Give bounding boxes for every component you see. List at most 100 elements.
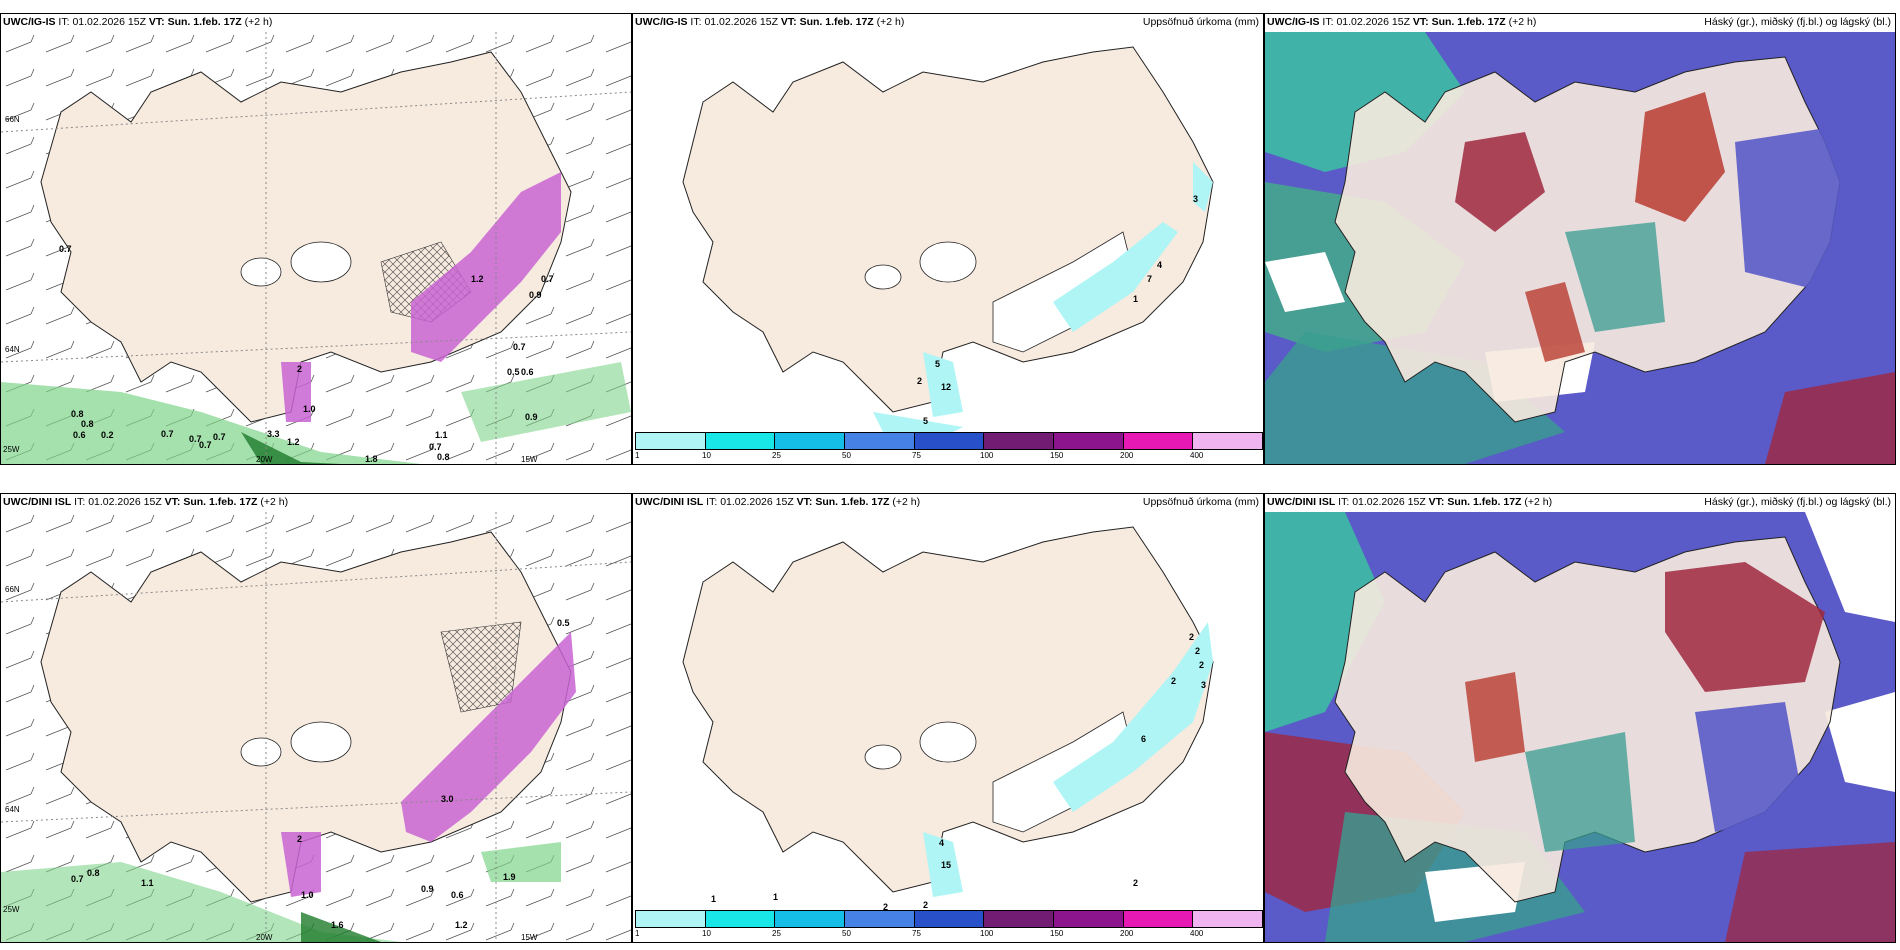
wind-value: 1.8 [365, 454, 378, 464]
wind-green-dark [241, 432, 341, 464]
lon-label: 15W [521, 455, 538, 464]
colorbar-tick: 200 [1120, 929, 1134, 938]
lon-label: 25W [3, 445, 20, 454]
high-cloud-area [1765, 372, 1895, 464]
cloud-panel-bottom: UWC/DINI ISL IT: 01.02.2026 15Z VT: Sun.… [1264, 493, 1896, 943]
precip-value: 4 [939, 838, 944, 848]
wind-value: 0.8 [71, 409, 84, 419]
lat-label: 66N [5, 115, 20, 124]
wind-value: 1.6 [331, 920, 344, 930]
colorbar-tick: 25 [772, 451, 781, 460]
precip-value: 5 [935, 359, 940, 369]
precip-area [1193, 162, 1213, 212]
glacier [919, 721, 977, 763]
precip-area [923, 832, 963, 897]
wind-value: 0.5 [507, 367, 520, 377]
high-cloud-area [1455, 132, 1545, 232]
precip-value: 2 [883, 902, 888, 910]
precip-value: 3 [1193, 194, 1198, 204]
precip-value: 15 [941, 860, 951, 870]
wind-value: 0.7 [161, 429, 174, 439]
colorbar-swatch [775, 911, 846, 927]
colorbar-tick: 50 [842, 929, 851, 938]
precip-value: 4 [1157, 260, 1162, 270]
gridline [1, 791, 631, 823]
colorbar-tick: 150 [1050, 451, 1064, 460]
wind-value: 0.7 [59, 244, 72, 254]
wind-green-area [1, 382, 421, 464]
mid-cloud-area [1265, 332, 1565, 464]
precip-value: 2 [1195, 646, 1200, 656]
panel-title: UWC/IG-IS IT: 01.02.2026 15Z VT: Sun. 1.… [3, 16, 273, 28]
cloud-map [1265, 512, 1895, 942]
colorbar-tick: 10 [702, 929, 711, 938]
lon-label: 20W [256, 933, 273, 942]
lon-label: 25W [3, 905, 20, 914]
precip-colorbar: 1 10 25 50 75 100 150 200 400 [635, 432, 1263, 462]
cloud-title: Háský (gr.), miðský (fj.bl.) og lágský (… [1704, 496, 1891, 508]
precip-value: 1 [711, 894, 716, 904]
wind-value: 1.2 [455, 920, 468, 930]
cloud-title: Háský (gr.), miðský (fj.bl.) og lágský (… [1704, 16, 1891, 28]
precip-title: Uppsöfnuð úrkoma (mm) [1142, 16, 1259, 28]
colorbar-tick: 400 [1190, 929, 1204, 938]
wind-value: 0.7 [429, 442, 442, 452]
precip-map: 2 2 2 3 2 6 4 15 1 1 2 2 2 [682, 526, 1214, 910]
wind-value: 1.0 [301, 890, 314, 900]
precip-area [873, 412, 963, 432]
precip-title: Uppsöfnuð úrkoma (mm) [1142, 496, 1259, 508]
colorbar-swatch [984, 911, 1055, 927]
colorbar-swatch [914, 433, 985, 449]
wind-value: 3.3 [267, 429, 280, 439]
colorbar-tick: 400 [1190, 451, 1204, 460]
colorbar-tick: 150 [1050, 929, 1064, 938]
colorbar-tick: 25 [772, 929, 781, 938]
precip-area [1053, 222, 1178, 332]
glacier [919, 241, 977, 283]
high-cloud-area [1635, 92, 1725, 222]
colorbar-swatch [1123, 433, 1194, 449]
lon-label: 15W [521, 933, 538, 942]
precip-value: 3 [1201, 680, 1206, 690]
gridline [1, 331, 631, 363]
colorbar-swatch [845, 911, 915, 927]
cloud-panel-top: UWC/IG-IS IT: 01.02.2026 15Z VT: Sun. 1.… [1264, 13, 1896, 465]
glacier [240, 257, 282, 287]
precip-band-purple [401, 632, 576, 842]
wind-value: 1.2 [471, 274, 484, 284]
clear-area [1805, 512, 1895, 622]
colorbar-swatch [1193, 433, 1263, 449]
mid-cloud-area [1525, 732, 1635, 852]
wind-panel-top: UWC/IG-IS IT: 01.02.2026 15Z VT: Sun. 1.… [0, 13, 632, 465]
colorbar-tick: 75 [912, 929, 921, 938]
high-cloud-area [1465, 672, 1525, 762]
panel-title: UWC/DINI ISL IT: 01.02.2026 15Z VT: Sun.… [635, 496, 921, 508]
precip-value: 2 [1171, 676, 1176, 686]
glacier [240, 737, 282, 767]
colorbar-tick: 50 [842, 451, 851, 460]
wind-value: 0.2 [101, 430, 114, 440]
panel-title: UWC/IG-IS IT: 01.02.2026 15Z VT: Sun. 1.… [1267, 16, 1537, 28]
precip-value: 1 [773, 892, 778, 902]
mid-cloud-area [1265, 512, 1385, 732]
lon-label: 20W [256, 455, 273, 464]
wind-value: 0.9 [525, 412, 538, 422]
wind-value: 0.8 [87, 868, 100, 878]
colorbar-tick: 75 [912, 451, 921, 460]
wind-value: 0.7 [213, 432, 226, 442]
colorbar-swatch [1054, 433, 1124, 449]
high-cloud-area [1525, 282, 1585, 362]
lat-label: 64N [5, 345, 20, 354]
gridline [1, 561, 631, 603]
precip-colorbar: 1 10 25 50 75 100 150 200 400 [635, 910, 1263, 940]
colorbar-swatch [845, 433, 915, 449]
wind-value: 0.8 [81, 419, 94, 429]
lat-label: 64N [5, 805, 20, 814]
wind-value: 1.2 [287, 437, 300, 447]
lat-label: 66N [5, 585, 20, 594]
wind-green-dark [301, 912, 381, 942]
clear-area [1265, 252, 1345, 312]
colorbar-swatch [775, 433, 846, 449]
wind-value: 2 [297, 834, 302, 844]
colorbar-tick: 200 [1120, 451, 1134, 460]
